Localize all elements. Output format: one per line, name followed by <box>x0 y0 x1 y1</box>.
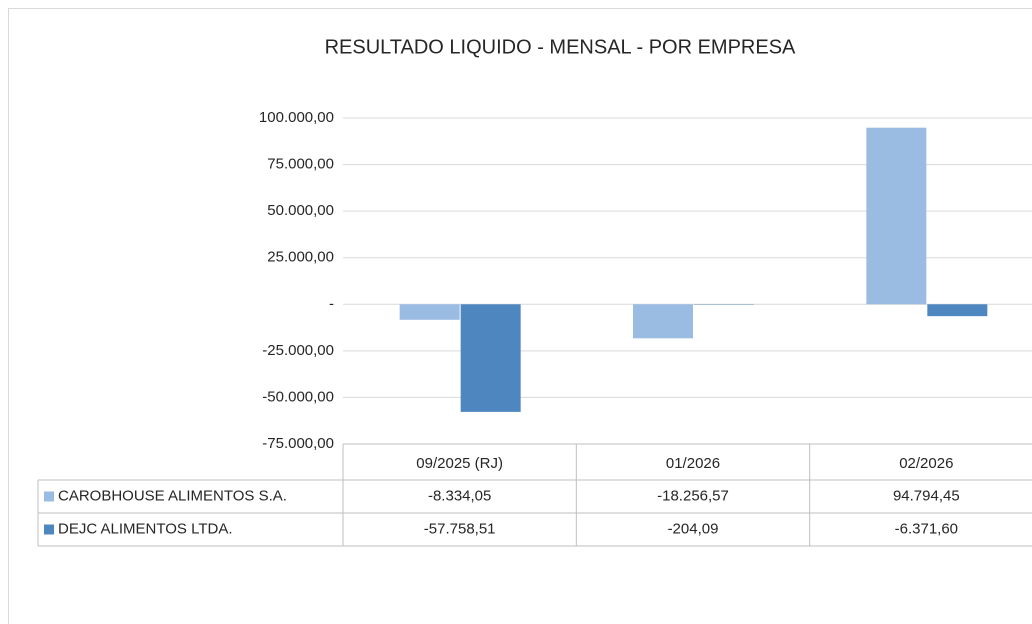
table-value: 94.794,45 <box>893 487 960 504</box>
y-tick-label: 25.000,00 <box>267 249 334 266</box>
y-tick-label: -50.000,00 <box>262 388 334 405</box>
legend-label: CAROBHOUSE ALIMENTOS S.A. <box>58 487 287 504</box>
y-tick-label: -75.000,00 <box>262 435 334 452</box>
y-tick-label: 100.000,00 <box>259 109 334 126</box>
bar <box>927 304 988 317</box>
x-tick-label: 02/2026 <box>899 455 953 472</box>
x-tick-label: 09/2025 (RJ) <box>416 455 503 472</box>
table-value: -57.758,51 <box>424 520 496 537</box>
y-tick-label: -25.000,00 <box>262 342 334 359</box>
table-value: -18.256,57 <box>657 487 729 504</box>
legend-key <box>44 491 54 502</box>
chart-title: RESULTADO LIQUIDO - MENSAL - POR EMPRESA <box>325 36 796 58</box>
bar <box>633 304 693 339</box>
legend-key <box>44 524 54 535</box>
table-value: -204,09 <box>668 520 719 537</box>
legend-label: DEJC ALIMENTOS LTDA. <box>58 520 233 537</box>
table-value: -8.334,05 <box>428 487 491 504</box>
y-tick-label: - <box>329 295 334 312</box>
table-value: -6.371,60 <box>895 520 958 537</box>
y-tick-label: 75.000,00 <box>267 156 334 173</box>
x-tick-label: 01/2026 <box>666 455 720 472</box>
bar <box>460 304 521 412</box>
y-tick-label: 50.000,00 <box>267 202 334 219</box>
bar <box>866 127 927 305</box>
bar <box>399 304 460 320</box>
